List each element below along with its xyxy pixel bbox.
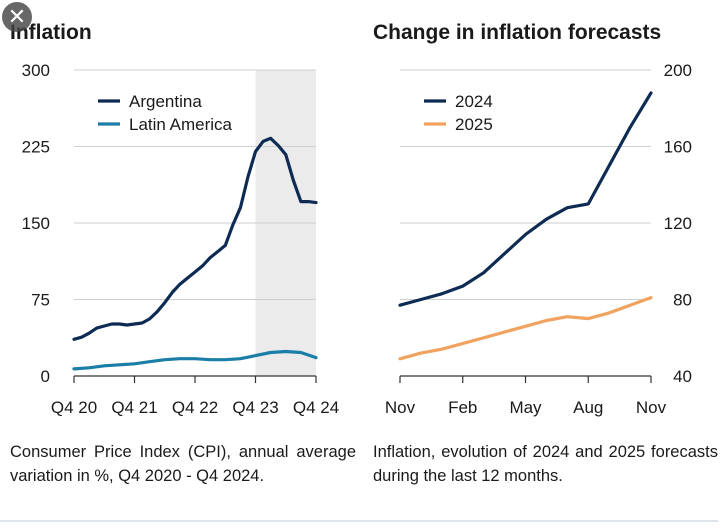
left-x-tick-label: Q4 22: [172, 398, 218, 417]
right-y-tick-label: 120: [664, 214, 692, 233]
right-x-tick-label: Nov: [385, 398, 416, 417]
left-x-tick-label: Q4 21: [111, 398, 157, 417]
left-x-tick-label: Q4 24: [293, 398, 339, 417]
left-chart-caption: Consumer Price Index (CPI), annual avera…: [10, 443, 356, 485]
right-x-tick-label: Feb: [448, 398, 477, 417]
right-y-tick-label: 160: [664, 138, 692, 157]
left-legend-label: Argentina: [129, 92, 202, 111]
left-series-line-latin-america: [72, 349, 318, 371]
left-y-tick-label: 0: [41, 367, 50, 386]
right-legend-label: 2024: [455, 92, 493, 111]
left-x-tick-label: Q4 20: [51, 398, 97, 417]
left-y-tick-label: 300: [22, 61, 50, 80]
right-chart-title: Change in inflation forecasts: [373, 21, 662, 44]
right-x-tick-label: Aug: [573, 398, 603, 417]
left-y-tick-label: 150: [22, 214, 50, 233]
left-x-tick-label: Q4 23: [232, 398, 278, 417]
left-chart-title: Inflation: [10, 21, 92, 44]
right-series-line-2025: [398, 296, 653, 361]
right-legend-label: 2025: [455, 115, 493, 134]
left-y-tick-label: 225: [22, 138, 50, 157]
left-y-tick-label: 75: [31, 291, 50, 310]
left-series-line-argentina: [72, 136, 318, 341]
left-legend-label: Latin America: [129, 115, 233, 134]
right-y-tick-label: 80: [673, 291, 692, 310]
right-series-line-2024: [398, 91, 653, 307]
right-x-tick-label: Nov: [636, 398, 667, 417]
right-x-tick-label: May: [509, 398, 542, 417]
right-chart-caption: Inflation, evolution of 2024 and 2025 fo…: [373, 443, 718, 485]
close-icon[interactable]: ✕: [2, 2, 32, 32]
right-y-tick-label: 40: [673, 367, 692, 386]
right-y-tick-label: 200: [664, 61, 692, 80]
